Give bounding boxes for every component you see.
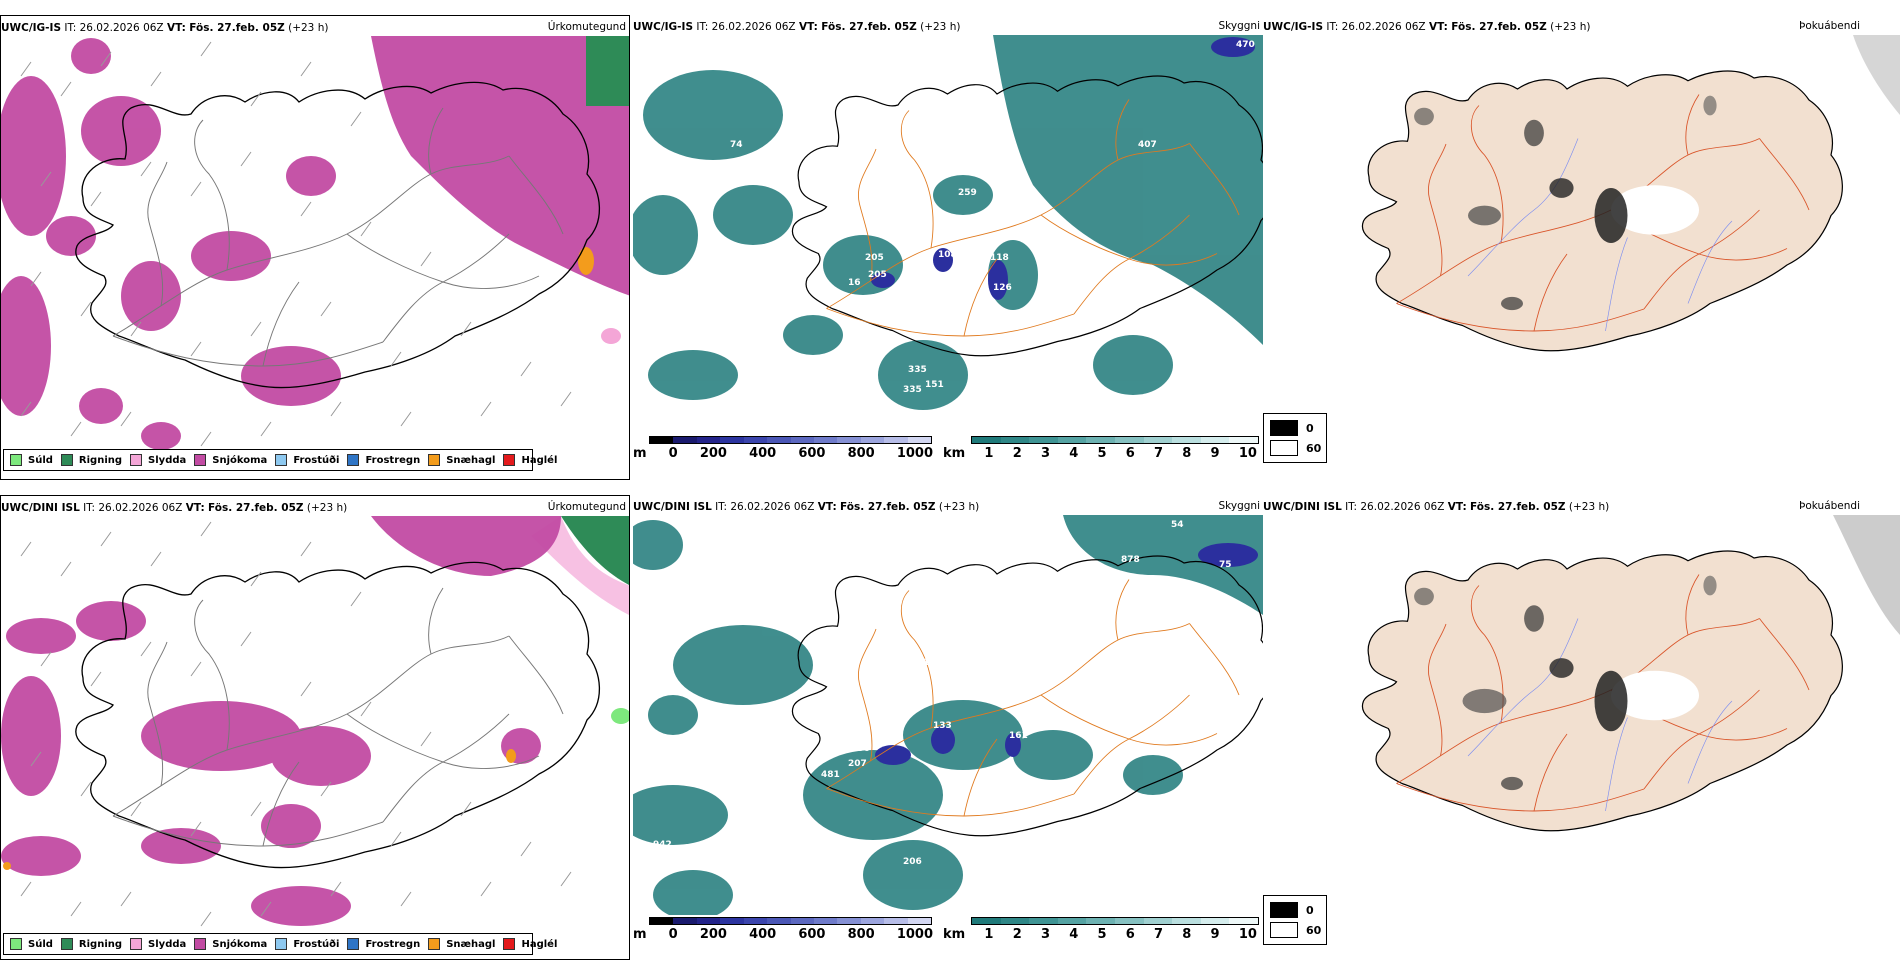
cloud-map: 470 407 259 108 118 126 205 205 16 335 1… <box>633 35 1263 435</box>
panel-name: Skyggni <box>1219 20 1261 32</box>
cloudbase-label: 207 <box>848 759 867 769</box>
fog-map <box>1263 515 1900 915</box>
legend-item-freezing-drizzle: Frostúði <box>275 938 339 950</box>
precip-type-legend: Súld Rigning Slydda Snjókoma Frostúði Fr… <box>3 933 533 955</box>
legend-item-drizzle: Súld <box>10 938 53 950</box>
cloudbase-label: 335 <box>908 365 927 375</box>
cloudbase-label: 161 <box>1009 731 1028 741</box>
panel-title-line: UWC/IG-IS IT: 26.02.2026 06Z VT: Fös. 27… <box>633 21 960 33</box>
cloudbase-colorbar: m 0 200 400 600 800 1000 <box>633 436 935 476</box>
cloudbase-label: 136 <box>851 744 870 754</box>
cloudbase-label: 118 <box>990 253 1009 263</box>
fog-indicator-panel-top: UWC/IG-IS IT: 26.02.2026 06Z VT: Fös. 27… <box>1263 15 1900 480</box>
legend-item-freezing-rain: Frostregn <box>347 454 420 466</box>
panel-title-line: UWC/IG-IS IT: 26.02.2026 06Z VT: Fös. 27… <box>1263 21 1590 33</box>
precip-type-legend: Súld Rigning Slydda Snjókoma Frostúði Fr… <box>3 449 533 471</box>
cloudbase-label: 720 <box>828 698 847 708</box>
legend-item-drizzle: Súld <box>10 454 53 466</box>
precip-map <box>1 36 630 480</box>
legend-item-hail: Haglél <box>503 454 557 466</box>
panel-title-line: UWC/DINI ISL IT: 26.02.2026 06Z VT: Fös.… <box>1 502 347 514</box>
panel-title-line: UWC/DINI ISL IT: 26.02.2026 06Z VT: Fös.… <box>633 501 979 513</box>
panel-name: Úrkomutegund <box>548 501 626 513</box>
cloudbase-label: 126 <box>993 283 1012 293</box>
legend-item-sleet: Slydda <box>130 454 186 466</box>
fog-legend: 0 60 <box>1263 413 1327 463</box>
legend-item-hail: Haglél <box>503 938 557 950</box>
fog-indicator-panel-bottom: UWC/DINI ISL IT: 26.02.2026 06Z VT: Fös.… <box>1263 495 1900 960</box>
legend-item-rain: Rigning <box>61 454 122 466</box>
cloudbase-colorbar: m 0 200 400 600 800 1000 <box>633 917 935 957</box>
cloudbase-label: 151 <box>925 380 944 390</box>
cloudbase-label: 878 <box>1121 555 1140 565</box>
cloudbase-label: 206 <box>903 857 922 867</box>
panel-name: Skyggni <box>1219 500 1261 512</box>
panel-title-line: UWC/DINI ISL IT: 26.02.2026 06Z VT: Fös.… <box>1263 501 1609 513</box>
visibility-colorbar: km 1 2 3 4 5 6 7 8 9 10 <box>943 917 1261 957</box>
panel-name: Þokuábendi <box>1799 500 1860 512</box>
fog-map <box>1263 35 1900 435</box>
cloudbase-label: 54 <box>1171 520 1184 530</box>
panel-name: Úrkomutegund <box>548 21 626 33</box>
panel-title-line: UWC/IG-IS IT: 26.02.2026 06Z VT: Fös. 27… <box>1 22 328 34</box>
cloudbase-label: 481 <box>821 770 840 780</box>
cloudbase-label: 205 <box>865 253 884 263</box>
legend-item-freezing-rain: Frostregn <box>347 938 420 950</box>
cloudbase-label: 259 <box>958 188 977 198</box>
cloudbase-label: 205 <box>868 270 887 280</box>
fog-legend: 0 60 <box>1263 895 1327 945</box>
cloudbase-label: 133 <box>933 721 952 731</box>
cloudbase-label: 75 <box>1219 560 1232 570</box>
cloudbase-label: 142 <box>923 658 942 668</box>
cloudbase-label: 74 <box>730 140 743 150</box>
cloudbase-label: 470 <box>1236 40 1255 50</box>
legend-item-rain: Rigning <box>61 938 122 950</box>
cloudbase-label: 942 <box>653 840 672 850</box>
legend-item-sleet: Slydda <box>130 938 186 950</box>
cloudbase-label: 335 <box>903 385 922 395</box>
precip-type-panel-top: UWC/IG-IS IT: 26.02.2026 06Z VT: Fös. 27… <box>0 15 630 480</box>
panel-name: Þokuábendi <box>1799 20 1860 32</box>
precip-map <box>1 516 630 960</box>
cloudbase-label: 16 <box>848 278 861 288</box>
legend-item-snow-pellets: Snæhagl <box>428 454 495 466</box>
cloud-map: 54 75 878 720 133 161 136 207 481 206 94… <box>633 515 1263 915</box>
legend-item-snow: Snjókoma <box>194 938 267 950</box>
legend-item-snow: Snjókoma <box>194 454 267 466</box>
legend-item-freezing-drizzle: Frostúði <box>275 454 339 466</box>
cloud-visibility-panel-bottom: UWC/DINI ISL IT: 26.02.2026 06Z VT: Fös.… <box>633 495 1263 960</box>
cloudbase-label: 108 <box>938 250 957 260</box>
cloudbase-label: 407 <box>1138 140 1157 150</box>
precip-type-panel-bottom: UWC/DINI ISL IT: 26.02.2026 06Z VT: Fös.… <box>0 495 630 960</box>
legend-item-snow-pellets: Snæhagl <box>428 938 495 950</box>
cloud-visibility-panel-top: UWC/IG-IS IT: 26.02.2026 06Z VT: Fös. 27… <box>633 15 1263 480</box>
visibility-colorbar: km 1 2 3 4 5 6 7 8 9 10 <box>943 436 1261 476</box>
